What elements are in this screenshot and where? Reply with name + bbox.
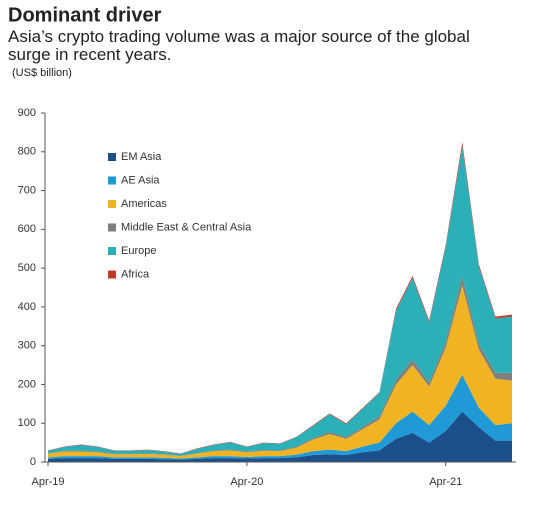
y-tick-label: 200 <box>18 378 36 390</box>
y-tick-label: 0 <box>30 456 36 468</box>
x-tick-label: Apr-21 <box>429 476 462 488</box>
legend-label: Middle East & Central Asia <box>121 221 252 233</box>
y-tick-label: 900 <box>18 107 36 119</box>
area <box>48 374 512 460</box>
y-tick-label: 600 <box>18 223 36 235</box>
legend-swatch <box>108 176 116 185</box>
y-tick-label: 700 <box>18 184 36 196</box>
x-tick-label: Apr-19 <box>31 476 64 488</box>
legend-label: Americas <box>121 198 167 210</box>
legend-swatch <box>108 270 116 279</box>
x-tick-label: Apr-20 <box>230 476 263 488</box>
legend-label: AE Asia <box>121 174 160 186</box>
legend-swatch <box>108 153 116 161</box>
legend-swatch <box>108 247 116 255</box>
legend-swatch <box>108 200 116 208</box>
legend-label: EM Asia <box>121 151 162 163</box>
legend-swatch <box>108 223 116 232</box>
chart-title: Dominant driver <box>8 4 162 26</box>
y-tick-label: 400 <box>18 301 36 313</box>
area <box>48 285 512 459</box>
area <box>48 275 512 457</box>
y-tick-label: 500 <box>18 262 36 274</box>
chart-subtitle: Asia’s crypto trading volume was a major… <box>8 27 470 64</box>
legend-label: Africa <box>121 268 150 280</box>
y-tick-label: 100 <box>18 417 36 429</box>
y-tick-label: 800 <box>18 146 36 158</box>
area <box>48 145 512 456</box>
legend-label: Europe <box>121 245 156 257</box>
unit-label: (US$ billion) <box>12 67 72 79</box>
y-tick-label: 300 <box>18 340 36 352</box>
area <box>48 411 512 462</box>
